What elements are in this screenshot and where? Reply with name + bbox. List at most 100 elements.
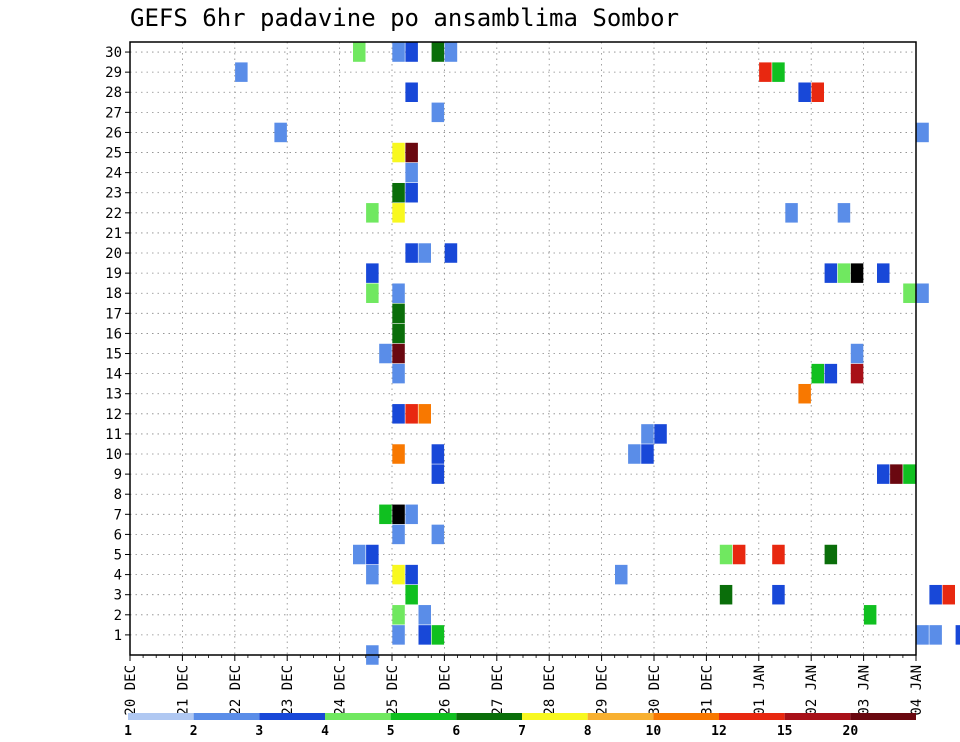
heatmap-cell — [366, 263, 379, 283]
heatmap-cell — [850, 343, 864, 364]
heatmap-cell — [772, 584, 785, 605]
heatmap-cell — [405, 162, 418, 183]
heatmap-cell — [418, 605, 431, 625]
y-tick-label: 6 — [114, 527, 122, 543]
heatmap-cell — [444, 243, 458, 263]
x-tick-label: 21 DEC — [175, 665, 191, 716]
heatmap-cell — [392, 605, 405, 625]
heatmap-cell — [772, 62, 785, 82]
heatmap-cell — [431, 524, 445, 545]
heatmap-cell — [615, 564, 628, 585]
y-tick-label: 5 — [114, 548, 122, 564]
heatmap-cell — [405, 142, 418, 163]
heatmap-cell — [379, 504, 392, 525]
y-tick-label: 7 — [114, 507, 122, 523]
heatmap-cell — [405, 504, 418, 525]
heatmap-cell — [392, 404, 405, 424]
heatmap-cell — [903, 283, 916, 303]
legend-swatch — [587, 713, 654, 720]
heatmap-cell — [235, 62, 248, 82]
heatmap-cell — [405, 584, 418, 605]
y-tick-label: 4 — [114, 568, 122, 584]
heatmap-cell — [366, 283, 379, 303]
heatmap-cell — [929, 625, 942, 645]
heatmap-cell — [366, 203, 379, 223]
heatmap-cell — [732, 544, 746, 565]
heatmap-cell — [353, 42, 366, 62]
heatmap-cell — [785, 203, 798, 223]
heatmap-cell — [392, 182, 405, 203]
heatmap-cell — [392, 203, 405, 223]
heatmap-cell — [392, 323, 405, 344]
heatmap-cell — [405, 182, 418, 203]
heatmap-cell — [392, 564, 405, 585]
heatmap-cell — [877, 464, 890, 484]
x-tick-label: 28 DEC — [542, 665, 558, 716]
y-tick-label: 20 — [105, 246, 122, 262]
heatmap-cell — [641, 444, 654, 464]
heatmap-cell — [366, 564, 379, 585]
heatmap-cell — [405, 82, 418, 102]
x-tick-label: 26 DEC — [437, 665, 453, 716]
heatmap-cell — [837, 203, 851, 223]
heatmap-cell — [392, 625, 405, 645]
y-tick-label: 15 — [105, 347, 122, 363]
heatmap-cell — [719, 584, 733, 605]
x-tick-label: 02 JAN — [804, 665, 820, 716]
legend-swatch — [456, 713, 522, 720]
heatmap-cell — [431, 444, 445, 464]
legend-label: 8 — [584, 724, 592, 739]
heatmap-cell — [405, 243, 418, 263]
x-tick-label: 30 DEC — [647, 665, 663, 716]
legend-label: 10 — [646, 724, 662, 739]
legend-label: 6 — [452, 724, 460, 739]
y-tick-label: 23 — [105, 186, 122, 202]
heatmap-cell — [824, 263, 838, 283]
y-tick-label: 9 — [114, 467, 122, 483]
heatmap-cell — [719, 544, 733, 565]
x-tick-label: 29 DEC — [595, 665, 611, 716]
heatmap-cell — [759, 62, 772, 82]
color-legend: 1 2 3 4 5 6 7 8 10 12 15 20 — [124, 713, 916, 739]
heatmap-cell — [811, 363, 824, 384]
heatmap-cell — [392, 444, 405, 464]
y-tick-label: 16 — [105, 326, 122, 342]
y-tick-label: 14 — [105, 367, 122, 383]
legend-swatch — [850, 713, 916, 720]
legend-label: 3 — [255, 724, 263, 739]
legend-label: 1 — [124, 724, 132, 739]
x-tick-label: 31 DEC — [699, 665, 715, 716]
heatmap-cell — [850, 263, 864, 283]
legend-label: 20 — [843, 724, 859, 739]
heatmap-cell — [379, 343, 392, 364]
heatmap-cell — [418, 243, 431, 263]
y-tick-label: 10 — [105, 447, 122, 463]
heatmap-cell — [392, 343, 405, 364]
heatmap-cell — [916, 122, 929, 143]
x-tick-label: 22 DEC — [228, 665, 244, 716]
heatmap-cell — [392, 363, 405, 384]
heatmap-cell — [824, 363, 838, 384]
legend-label: 5 — [387, 724, 395, 739]
heatmap-cell — [837, 263, 851, 283]
heatmap-cell — [628, 444, 641, 464]
heatmap-cell — [798, 82, 811, 102]
heatmap-cell — [929, 584, 942, 605]
legend-swatch — [325, 713, 391, 720]
y-tick-label: 8 — [114, 487, 122, 503]
y-tick-label: 21 — [105, 226, 122, 242]
y-tick-label: 24 — [105, 166, 122, 182]
x-tick-label: 03 JAN — [857, 665, 873, 716]
legend-label: 7 — [518, 724, 526, 739]
heatmap-cell — [366, 544, 379, 565]
heatmap-cell — [863, 605, 877, 625]
heatmap-cell — [405, 404, 418, 424]
heatmap-cell — [955, 625, 960, 645]
heatmap-cell — [392, 142, 405, 163]
y-tick-label: 12 — [105, 407, 122, 423]
heatmap-cell — [418, 404, 431, 424]
heatmap-cell — [392, 303, 405, 324]
y-axis: 1234567891011121314151617181920212223242… — [105, 45, 130, 644]
y-tick-label: 11 — [105, 427, 122, 443]
